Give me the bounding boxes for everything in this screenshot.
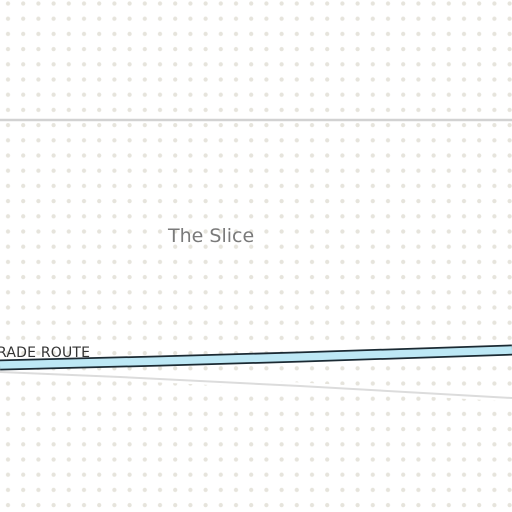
trade-route-fill[interactable] <box>0 346 512 369</box>
trade-route-label: RADE ROUTE <box>0 345 90 361</box>
place-label-the-slice: The Slice <box>167 225 254 247</box>
secondary-road-line <box>0 371 512 399</box>
